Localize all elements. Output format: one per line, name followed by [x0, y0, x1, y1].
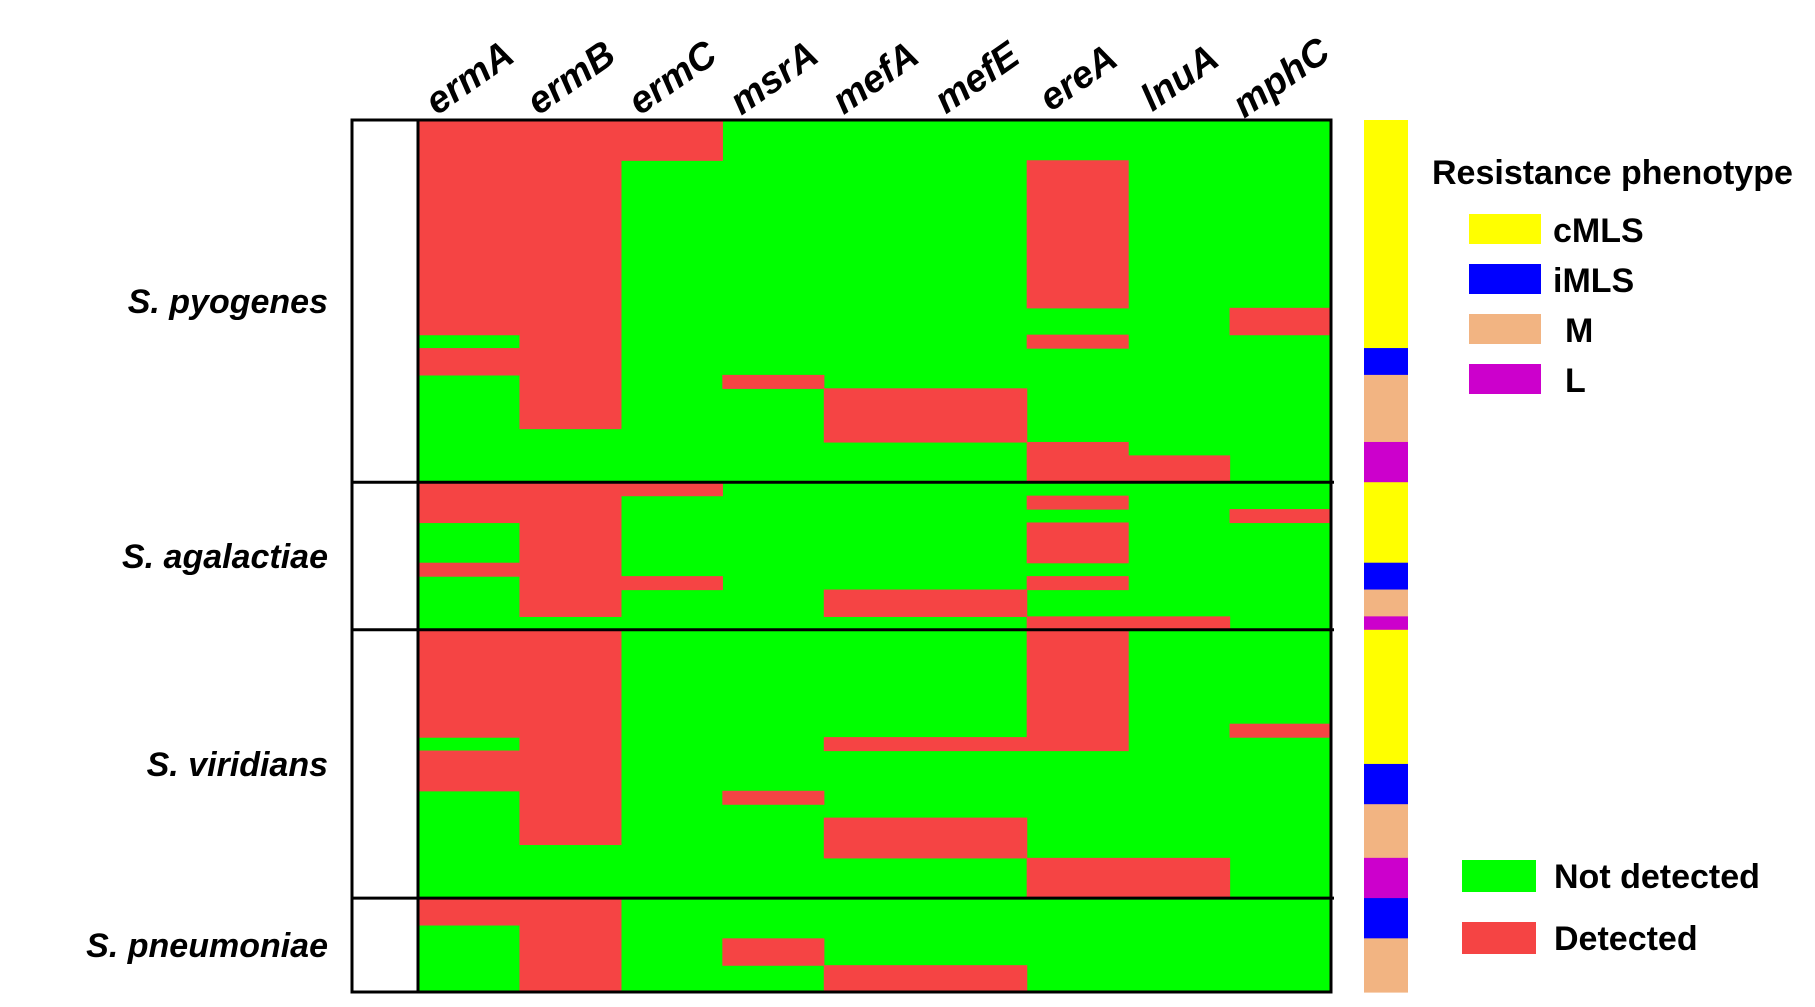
- detected-cell-erma-1: [418, 348, 521, 376]
- detected-cell-erea-8: [1026, 857, 1129, 899]
- phenotype-segment-imls-9: [1364, 763, 1408, 805]
- detected-cell-mefa-4: [823, 965, 926, 993]
- gene-label-mefa: mefA: [825, 34, 927, 123]
- legend-swatch-not-detected: [1462, 860, 1536, 892]
- detected-cell-erma-3: [418, 562, 521, 577]
- species-label-s-agalactiae: S. agalactiae: [122, 538, 328, 576]
- legend-label-m: M: [1565, 312, 1593, 350]
- gene-label-mefe: mefE: [927, 33, 1029, 122]
- phenotype-segment-l-11: [1364, 857, 1408, 899]
- phenotype-bar: [1364, 120, 1408, 993]
- gene-label-erea: ereA: [1032, 37, 1125, 120]
- detected-cell-ermb-3: [519, 898, 622, 993]
- detected-cell-mphc-2: [1229, 723, 1332, 738]
- species-labels: S. pyogenes S. agalactiae S. viridians S. p…: [86, 283, 328, 965]
- legend-swatch-m: [1469, 314, 1541, 344]
- phenotype-segment-l-7: [1364, 616, 1408, 631]
- detected-cell-mefe-3: [925, 817, 1028, 859]
- phenotype-segment-cmls-0: [1364, 120, 1408, 349]
- detected-cell-mefa-3: [823, 817, 926, 859]
- detected-cell-mefe-0: [925, 388, 1028, 443]
- detected-cell-lnua-1: [1128, 616, 1231, 631]
- phenotype-segment-imls-12: [1364, 898, 1408, 939]
- gene-label-ermc: ermC: [621, 33, 725, 123]
- detected-cell-erea-3: [1026, 495, 1129, 510]
- detected-cell-ermc-0: [620, 120, 723, 161]
- detected-cell-mefe-1: [925, 589, 1028, 617]
- heatmap-cells: [418, 120, 1332, 993]
- detected-cell-mefe-4: [925, 965, 1028, 993]
- detected-cell-erma-0: [418, 120, 521, 336]
- detected-cell-erea-6: [1026, 616, 1129, 631]
- legend-label-l: L: [1565, 362, 1586, 400]
- legend-swatch-l: [1469, 364, 1541, 394]
- gene-label-msra: msrA: [722, 33, 826, 123]
- legend-label-detected: Detected: [1554, 920, 1698, 958]
- heatmap-grid: [350, 118, 1334, 994]
- detected-cell-msra-2: [722, 938, 825, 966]
- gene-label-ermb: ermB: [519, 33, 623, 123]
- phenotype-segment-imls-5: [1364, 562, 1408, 591]
- detected-cell-msra-0: [722, 374, 825, 389]
- phenotype-segment-m-6: [1364, 589, 1408, 617]
- legend-label-not-detected: Not detected: [1554, 858, 1760, 896]
- legend-detection: Not detected Detected: [1462, 858, 1760, 958]
- detected-cell-msra-1: [722, 790, 825, 805]
- species-label-s-viridians: S. viridians: [147, 746, 328, 784]
- detected-cell-mefa-2: [823, 737, 926, 752]
- detected-cell-ermc-1: [620, 482, 723, 497]
- legend-swatch-cmls: [1469, 214, 1541, 244]
- phenotype-segment-imls-1: [1364, 348, 1408, 376]
- detected-cell-erea-0: [1026, 160, 1129, 309]
- detected-cell-erea-1: [1026, 334, 1129, 349]
- gene-label-lnua: lnuA: [1133, 37, 1226, 120]
- phenotype-segment-m-2: [1364, 374, 1408, 443]
- detected-cell-erma-4: [418, 629, 521, 738]
- legend-phenotype-items: cMLS iMLS ML: [1469, 212, 1644, 400]
- detected-cell-ermb-2: [519, 629, 622, 846]
- gene-label-erma: ermA: [418, 33, 522, 123]
- legend-swatch-detected: [1462, 922, 1536, 954]
- phenotype-segment-cmls-8: [1364, 629, 1408, 765]
- detected-cell-mefa-0: [823, 388, 926, 443]
- species-column: [350, 118, 420, 994]
- gene-label-mphc: mphC: [1225, 30, 1338, 126]
- detected-cell-mphc-0: [1229, 307, 1332, 336]
- phenotype-segment-m-10: [1364, 804, 1408, 859]
- detected-cell-lnua-0: [1128, 455, 1231, 483]
- detected-cell-lnua-2: [1128, 857, 1231, 899]
- detected-cell-erma-5: [418, 750, 521, 792]
- phenotype-segment-cmls-4: [1364, 482, 1408, 564]
- detected-cell-mefe-2: [925, 737, 1028, 752]
- species-label-s-pneumoniae: S. pneumoniae: [86, 927, 328, 965]
- legend-swatch-imls: [1469, 264, 1541, 294]
- detected-cell-erea-5: [1026, 576, 1129, 591]
- phenotype-segment-m-13: [1364, 938, 1408, 993]
- legend-phenotype-title: Resistance phenotype: [1432, 154, 1793, 192]
- detected-cell-erma-2: [418, 482, 521, 524]
- detected-cell-ermb-0: [519, 120, 622, 430]
- detected-cell-mefa-1: [823, 589, 926, 617]
- legend-label-cmls: cMLS: [1553, 212, 1644, 250]
- detected-cell-erea-4: [1026, 522, 1129, 564]
- detected-cell-erma-6: [418, 898, 521, 926]
- species-label-s-pyogenes: S. pyogenes: [128, 283, 328, 321]
- legend-label-imls: iMLS: [1553, 262, 1634, 300]
- detected-cell-erea-7: [1026, 629, 1129, 752]
- detected-cell-mphc-1: [1229, 509, 1332, 524]
- detected-cell-erea-2: [1026, 441, 1129, 483]
- heatmap-frame: [416, 118, 1333, 994]
- detected-cell-ermc-2: [620, 576, 723, 591]
- detected-cell-ermb-1: [519, 482, 622, 617]
- legend-phenotype: Resistance phenotype cMLS iMLS ML: [1432, 154, 1793, 400]
- phenotype-segment-l-3: [1364, 441, 1408, 483]
